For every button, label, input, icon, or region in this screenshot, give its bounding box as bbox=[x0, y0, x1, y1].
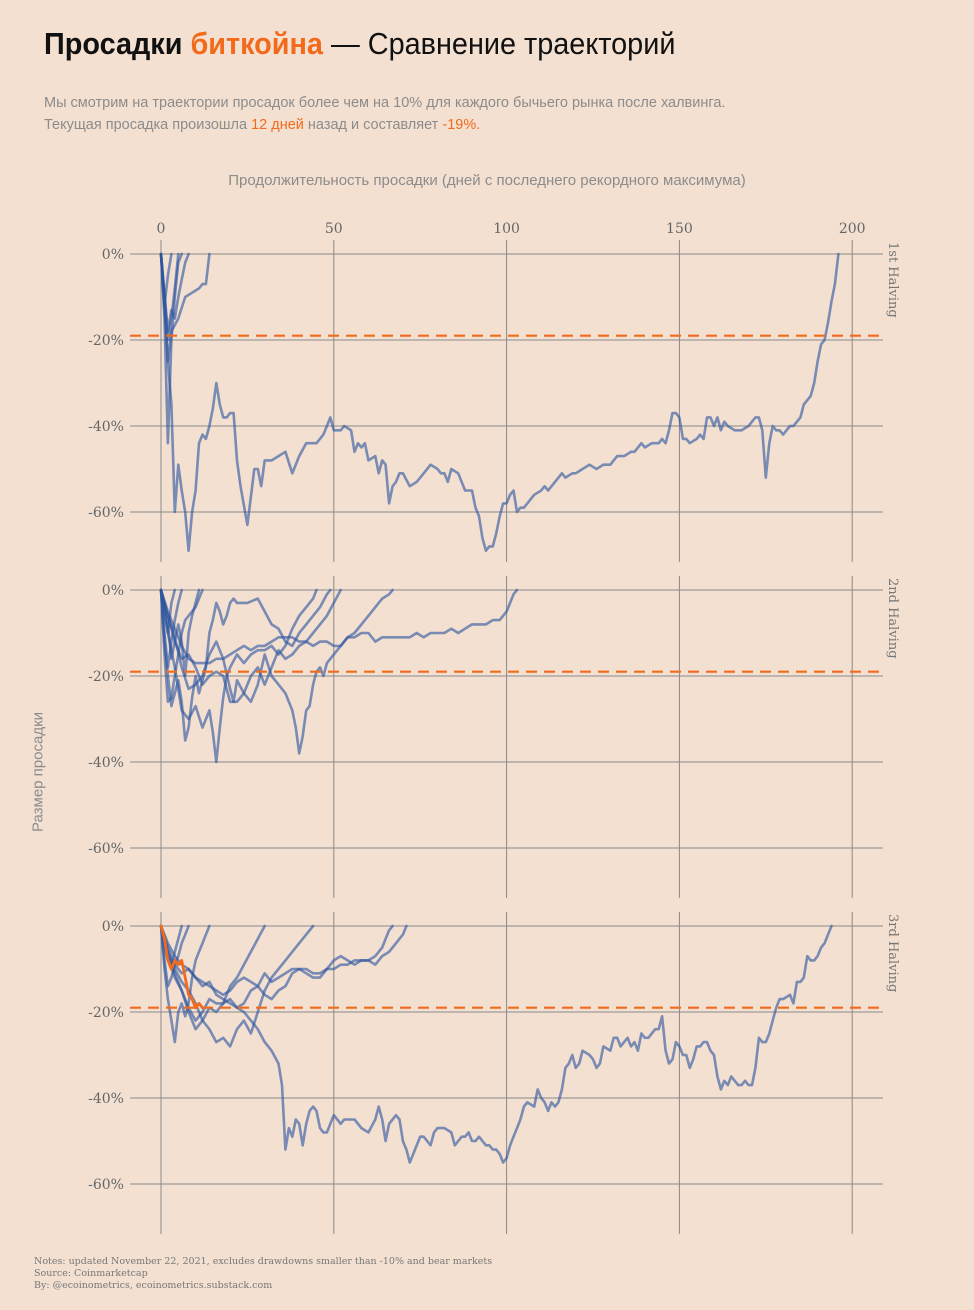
y-tick-label: -40% bbox=[88, 1091, 124, 1107]
subtitle-line1: Мы смотрим на траектории просадок более … bbox=[44, 95, 726, 111]
series-line bbox=[159, 588, 519, 665]
series-line bbox=[159, 588, 394, 755]
subtitle-value: -19%. bbox=[442, 117, 481, 133]
series-line bbox=[159, 252, 211, 363]
x-tick-label: 50 bbox=[325, 221, 343, 237]
panel-label: 1st Halving bbox=[885, 242, 900, 318]
title-part1: Просадки bbox=[44, 26, 183, 61]
y-tick-label: 0% bbox=[102, 247, 124, 263]
x-tick-label: 0 bbox=[157, 221, 166, 237]
y-tick-label: -60% bbox=[88, 841, 124, 857]
y-tick-label: -20% bbox=[88, 669, 124, 685]
x-axis-label: Продолжительность просадки (дней с после… bbox=[228, 172, 746, 189]
notes-line1: Notes: updated November 22, 2021, exclud… bbox=[34, 1256, 493, 1267]
x-tick-label: 200 bbox=[839, 221, 866, 237]
subtitle-line2: Текущая просадка произошла 12 дней назад… bbox=[44, 117, 480, 133]
current-drawdown-line bbox=[159, 924, 204, 1010]
series-line bbox=[159, 588, 318, 764]
x-tick-label: 100 bbox=[493, 221, 520, 237]
series-line bbox=[159, 924, 315, 1048]
series-line bbox=[159, 252, 190, 333]
y-tick-label: -40% bbox=[88, 419, 124, 435]
y-tick-label: 0% bbox=[102, 919, 124, 935]
y-tick-label: 0% bbox=[102, 583, 124, 599]
notes-byline: By: @ecoinometrics, ecoinometrics.substa… bbox=[34, 1280, 273, 1291]
series-line bbox=[159, 924, 394, 1001]
x-axis-label-wrap: Продолжительность просадки (дней с после… bbox=[0, 172, 974, 189]
subtitle-line2-b: назад и составляет bbox=[303, 117, 443, 133]
y-tick-label: -20% bbox=[88, 1005, 124, 1021]
series-line bbox=[159, 924, 833, 1164]
subtitle-days: 12 дней bbox=[251, 117, 304, 133]
subtitle-line2-a: Текущая просадка произошла bbox=[44, 117, 252, 133]
series-line bbox=[159, 924, 408, 1010]
series-line bbox=[159, 252, 840, 553]
panel-label: 2nd Halving bbox=[885, 578, 900, 659]
title-part2: — Сравнение траекторий bbox=[322, 26, 676, 61]
drawdown-chart: 0 50 100 150 200 0% -20% -40% -60% 1st Halving 0% -… bbox=[88, 221, 900, 1234]
title-accent: биткойна bbox=[190, 26, 323, 61]
notes: Notes: updated November 22, 2021, exclud… bbox=[34, 1256, 492, 1292]
chart-title: Просадки биткойна — Сравнение траекторий bbox=[44, 26, 675, 62]
y-tick-label: -60% bbox=[88, 1177, 124, 1193]
series-line bbox=[159, 588, 332, 742]
y-tick-label: -60% bbox=[88, 505, 124, 521]
y-tick-label: -40% bbox=[88, 755, 124, 771]
x-tick-label: 150 bbox=[666, 221, 693, 237]
y-tick-label: -20% bbox=[88, 333, 124, 349]
series-line bbox=[159, 924, 211, 1044]
notes-source: Source: Coinmarketcap bbox=[34, 1268, 148, 1279]
panel-label: 3rd Halving bbox=[885, 914, 900, 992]
